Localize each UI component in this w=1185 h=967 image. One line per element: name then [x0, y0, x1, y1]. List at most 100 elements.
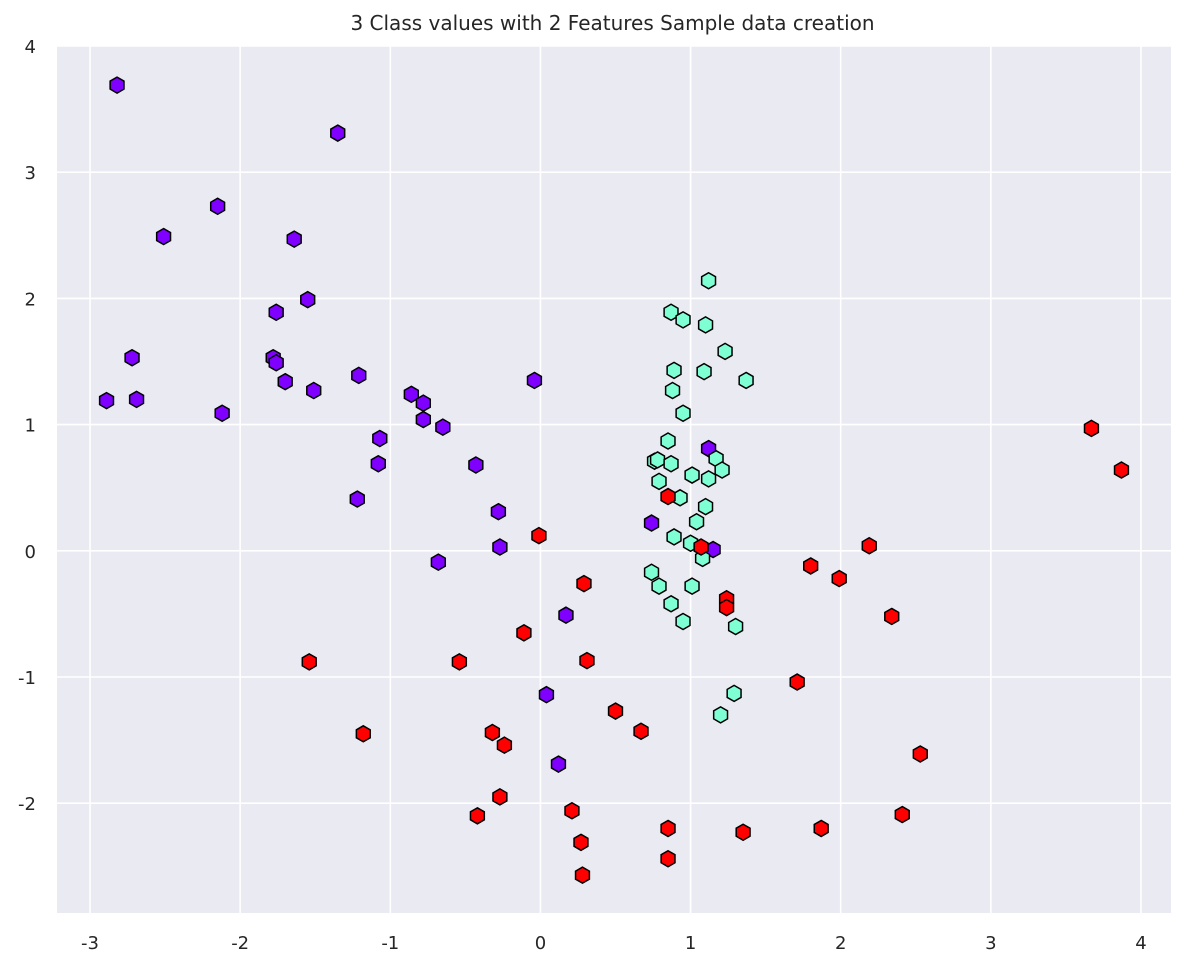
- data-point-class-2: [492, 788, 508, 806]
- x-tick-label: 3: [985, 933, 996, 954]
- data-points: [98, 76, 1130, 885]
- data-point-class-1: [666, 361, 682, 380]
- data-point-class-1: [700, 271, 717, 290]
- y-tick-label: 2: [25, 289, 36, 310]
- data-point-class-2: [803, 557, 819, 575]
- data-point-class-0: [526, 371, 543, 390]
- data-point-class-0: [268, 303, 284, 322]
- data-point-class-1: [675, 310, 691, 329]
- data-point-class-1: [660, 432, 676, 450]
- data-point-class-2: [735, 823, 751, 842]
- data-point-class-1: [738, 371, 754, 390]
- data-point-class-2: [831, 569, 847, 588]
- data-point-class-1: [697, 316, 714, 334]
- data-point-class-1: [664, 381, 681, 400]
- data-point-class-1: [727, 617, 744, 636]
- data-point-class-0: [268, 353, 284, 372]
- data-point-class-1: [651, 577, 667, 596]
- y-tick-label: 1: [25, 416, 36, 437]
- data-point-class-2: [451, 652, 468, 671]
- data-point-class-0: [372, 429, 388, 448]
- data-point-class-1: [651, 472, 667, 491]
- data-point-class-0: [155, 227, 172, 246]
- data-point-class-2: [789, 673, 805, 691]
- data-point-class-2: [660, 819, 676, 838]
- data-point-class-2: [484, 723, 501, 742]
- data-point-class-2: [884, 607, 900, 626]
- data-point-class-0: [403, 385, 419, 404]
- data-point-class-0: [277, 372, 293, 391]
- data-point-class-2: [574, 866, 591, 885]
- data-point-class-0: [124, 348, 140, 367]
- data-point-class-1: [688, 512, 705, 531]
- data-point-class-1: [663, 303, 679, 322]
- data-point-class-0: [490, 502, 507, 521]
- y-tick-label: 4: [25, 37, 36, 58]
- y-tick-label: -2: [18, 794, 36, 815]
- data-point-class-2: [633, 722, 649, 741]
- data-point-class-1: [684, 466, 700, 484]
- data-point-class-2: [1083, 419, 1100, 438]
- data-point-class-1: [717, 342, 733, 361]
- data-point-class-1: [675, 612, 691, 631]
- data-point-class-1: [714, 461, 730, 479]
- y-tick-label: -1: [18, 668, 36, 689]
- x-tick-label: 1: [685, 933, 696, 954]
- data-point-class-2: [894, 805, 910, 824]
- x-axis-ticks: -3 -2 -1 0 1 2 3 4: [81, 933, 1147, 954]
- data-point-class-0: [550, 755, 567, 773]
- data-point-class-2: [813, 819, 829, 838]
- data-point-class-0: [370, 454, 386, 473]
- data-point-class-1: [643, 563, 660, 582]
- data-point-class-0: [415, 394, 432, 413]
- plot-area: [57, 46, 1171, 913]
- data-point-class-0: [430, 553, 447, 572]
- x-tick-label: -3: [81, 933, 99, 954]
- data-point-class-2: [693, 538, 709, 556]
- data-point-class-0: [330, 124, 346, 142]
- data-point-class-0: [643, 514, 660, 532]
- y-tick-label: 0: [25, 542, 36, 563]
- data-point-class-1: [712, 705, 729, 724]
- data-point-class-2: [496, 736, 513, 755]
- data-point-class-0: [286, 230, 302, 248]
- data-point-class-1: [697, 497, 714, 516]
- data-point-class-0: [349, 490, 365, 508]
- data-point-class-2: [564, 801, 580, 820]
- data-point-class-1: [675, 404, 691, 423]
- y-axis-ticks: -2 -1 0 1 2 3 4: [18, 37, 36, 815]
- data-point-class-1: [684, 577, 700, 596]
- data-point-class-1: [696, 362, 712, 381]
- data-point-class-0: [468, 456, 484, 474]
- data-point-class-2: [573, 833, 589, 852]
- data-point-class-1: [666, 528, 682, 546]
- data-point-class-1: [649, 451, 666, 469]
- data-point-class-2: [718, 598, 735, 617]
- data-point-class-0: [128, 390, 145, 409]
- x-tick-label: -1: [381, 933, 399, 954]
- data-point-class-0: [98, 391, 115, 410]
- data-point-class-0: [558, 606, 574, 625]
- data-point-class-2: [579, 651, 595, 670]
- data-point-class-0: [492, 538, 508, 556]
- y-tick-label: 3: [25, 163, 36, 184]
- x-tick-label: -2: [231, 933, 249, 954]
- grid-lines: [57, 45, 1171, 913]
- data-point-class-2: [516, 623, 532, 642]
- data-point-class-2: [861, 536, 877, 555]
- data-point-class-2: [301, 652, 317, 671]
- data-point-class-0: [538, 685, 555, 704]
- data-point-class-0: [209, 197, 226, 216]
- data-point-class-2: [576, 574, 592, 593]
- data-point-class-2: [531, 526, 547, 545]
- data-point-class-0: [435, 418, 451, 436]
- data-point-class-0: [109, 76, 125, 94]
- x-tick-label: 0: [535, 933, 546, 954]
- x-tick-label: 4: [1135, 933, 1146, 954]
- data-point-class-2: [355, 724, 371, 743]
- data-point-class-2: [912, 745, 928, 763]
- chart-title: 3 Class values with 2 Features Sample da…: [350, 11, 875, 35]
- data-point-class-0: [306, 381, 322, 400]
- data-point-class-2: [660, 849, 676, 868]
